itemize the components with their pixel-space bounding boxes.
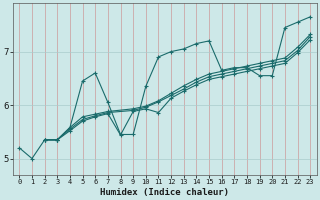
X-axis label: Humidex (Indice chaleur): Humidex (Indice chaleur)	[100, 188, 229, 197]
